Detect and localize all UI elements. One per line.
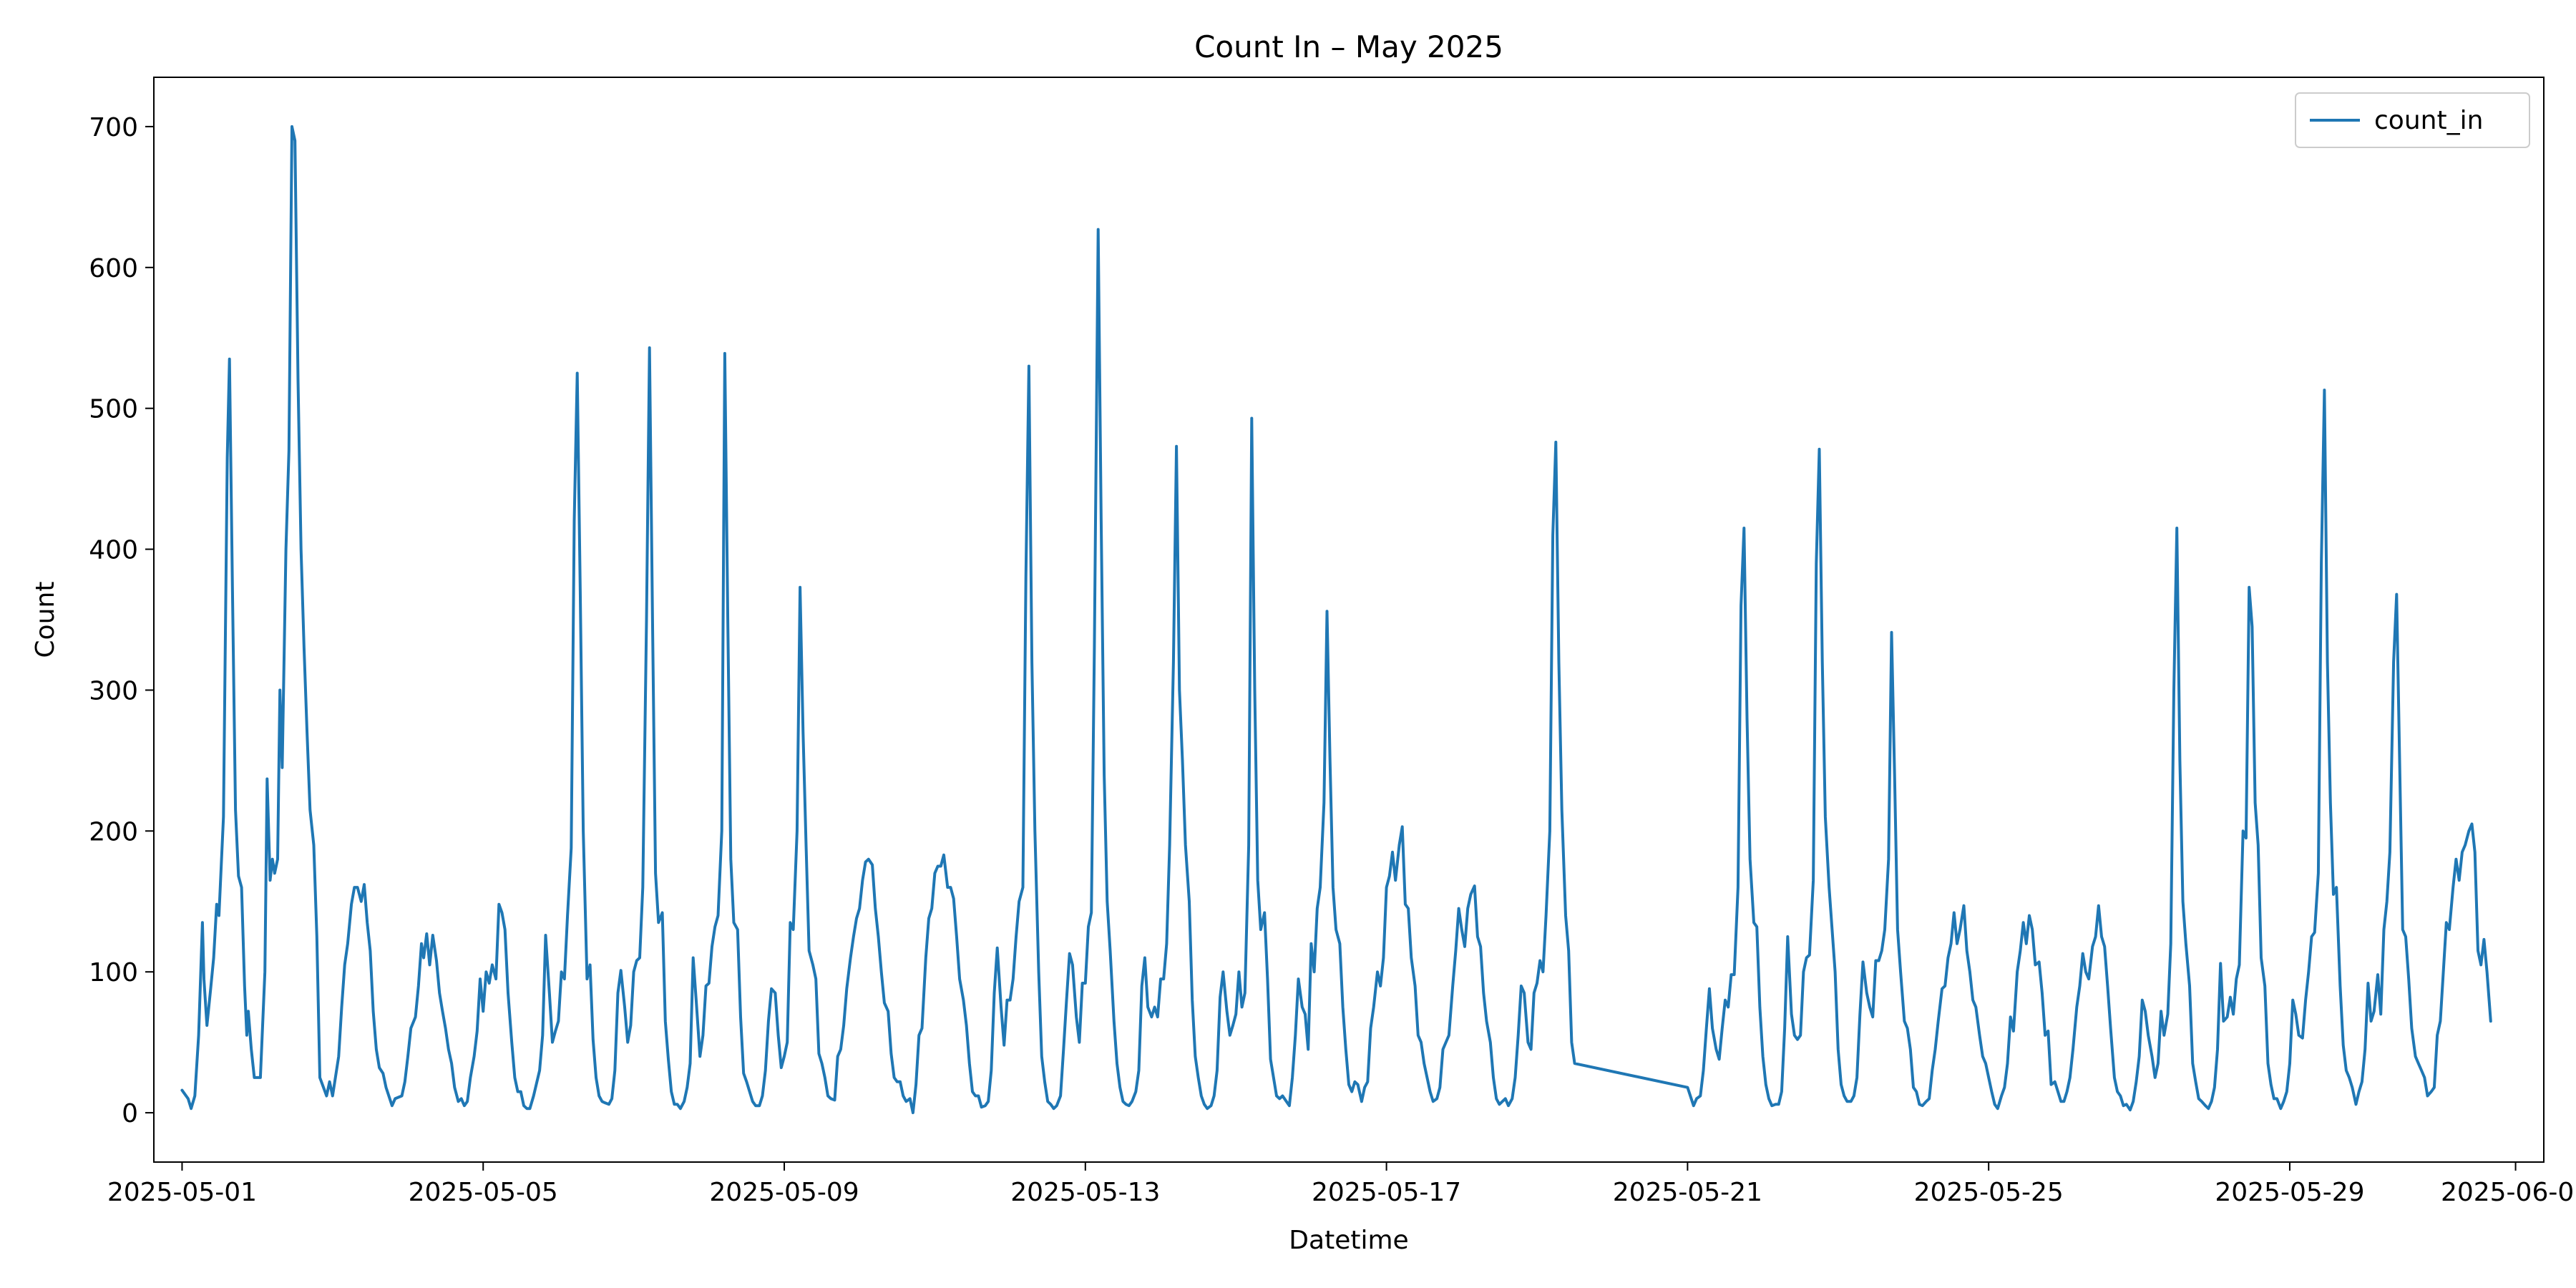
x-tick-label: 2025-05-25 [1914, 1178, 2064, 1207]
x-tick-label: 2025-06-01 [2441, 1178, 2576, 1207]
legend-box [2295, 92, 2530, 148]
y-tick-label: 300 [89, 676, 138, 706]
x-tick-label: 2025-05-09 [709, 1178, 859, 1207]
y-axis: 0 100 200 300 400 500 600 700 [89, 113, 154, 1128]
x-tick-label: 2025-05-21 [1613, 1178, 1762, 1207]
x-tick-label: 2025-05-13 [1010, 1178, 1160, 1207]
plot-area [153, 77, 2545, 1163]
y-tick-label: 0 [122, 1099, 138, 1128]
x-tick-label: 2025-05-01 [107, 1178, 257, 1207]
count-in-series-line [180, 125, 2492, 1115]
y-axis-title: Count [31, 582, 60, 658]
y-tick-label: 500 [89, 395, 138, 424]
x-tick-label: 2025-05-29 [2215, 1178, 2364, 1207]
x-axis: 2025-05-01 2025-05-05 2025-05-09 2025-05-13… [107, 1162, 2576, 1207]
y-tick-label: 600 [89, 254, 138, 283]
x-tick-label: 2025-05-17 [1312, 1178, 1461, 1207]
y-tick-label: 200 [89, 817, 138, 847]
y-tick-label: 100 [89, 958, 138, 987]
legend-label-count-in: count_in [2374, 106, 2483, 135]
y-tick-label: 700 [89, 113, 138, 142]
x-axis-title: Datetime [1289, 1226, 1408, 1255]
chart-title: Count In – May 2025 [1194, 29, 1503, 64]
legend: count_in [2295, 92, 2530, 148]
y-tick-label: 400 [89, 536, 138, 565]
x-tick-label: 2025-05-05 [409, 1178, 558, 1207]
